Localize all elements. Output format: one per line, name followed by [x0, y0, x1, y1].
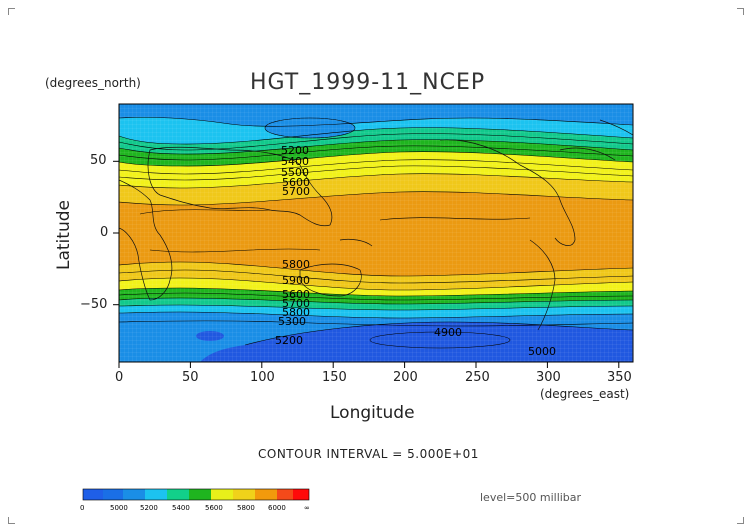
contour-lines — [119, 116, 633, 349]
corner-mark — [737, 517, 744, 524]
x-tick-label: 300 — [536, 370, 561, 385]
colorbar-label: 5600 — [205, 504, 223, 512]
corner-mark — [8, 8, 15, 15]
colorbar-label: ∞ — [304, 504, 310, 512]
contour-label: 5300 — [278, 315, 306, 328]
contour-label: 5200 — [275, 334, 303, 347]
x-axis-title: Longitude — [330, 403, 415, 423]
corner-mark — [8, 517, 15, 524]
level-label: level=500 millibar — [480, 491, 582, 504]
contour-label: 5700 — [282, 185, 310, 198]
colorbar-swatch — [293, 489, 309, 500]
x-tick-label: 50 — [182, 370, 199, 385]
colorbar-swatch — [167, 489, 189, 500]
colorbar-label: 5200 — [140, 504, 158, 512]
colorbar-swatch — [123, 489, 145, 500]
y-units-label: (degrees_north) — [45, 76, 141, 90]
contour-label: 5000 — [528, 345, 556, 358]
corner-mark — [737, 8, 744, 15]
colorbar — [82, 488, 310, 501]
contour-interval-text: CONTOUR INTERVAL = 5.000E+01 — [258, 447, 479, 461]
contour-label: 5700 — [282, 297, 310, 310]
contour-label: 4900 — [434, 326, 462, 339]
y-tick-label: −50 — [80, 297, 108, 312]
x-tick-label: 250 — [465, 370, 490, 385]
contour-label: 5400 — [281, 155, 309, 168]
contour-label: 5600 — [282, 176, 310, 189]
axis-ticks — [113, 160, 620, 368]
colorbar-swatch — [233, 489, 255, 500]
colorbar-swatch — [211, 489, 233, 500]
y-axis-title: Latitude — [54, 200, 74, 270]
colorbar-swatch — [255, 489, 277, 500]
coastlines — [119, 119, 633, 331]
colorbar-label: 6000 — [268, 504, 286, 512]
colorbar-swatch — [277, 489, 293, 500]
colorbar-label: 5400 — [172, 504, 190, 512]
x-units-label: (degrees_east) — [540, 387, 630, 401]
colorbar-label: 5000 — [110, 504, 128, 512]
x-tick-label: 150 — [322, 370, 347, 385]
x-tick-label: 200 — [393, 370, 418, 385]
contour-label: 5600 — [282, 288, 310, 301]
map-grid — [119, 104, 633, 362]
colorbar-swatch — [83, 489, 103, 500]
colorbar-swatch — [189, 489, 211, 500]
colorbar-swatch — [145, 489, 167, 500]
contour-label: 5500 — [281, 166, 309, 179]
contour-label-group: 5200 5400 5500 5600 5700 5800 5900 5600 … — [275, 144, 556, 358]
contour-label: 5800 — [282, 306, 310, 319]
x-tick-label: 0 — [115, 370, 124, 385]
map-title: HGT_1999-11_NCEP — [250, 70, 486, 95]
contour-label: 5200 — [281, 144, 309, 157]
y-tick-label: 50 — [90, 153, 107, 168]
map-field — [119, 104, 633, 362]
x-tick-label: 100 — [250, 370, 275, 385]
x-tick-label: 350 — [607, 370, 632, 385]
contour-label: 5800 — [282, 258, 310, 271]
contour-label: 5900 — [282, 274, 310, 287]
colorbar-label: 0 — [80, 504, 85, 512]
colorbar-swatch — [103, 489, 123, 500]
colorbar-label: 5800 — [237, 504, 255, 512]
y-tick-label: 0 — [100, 225, 109, 240]
